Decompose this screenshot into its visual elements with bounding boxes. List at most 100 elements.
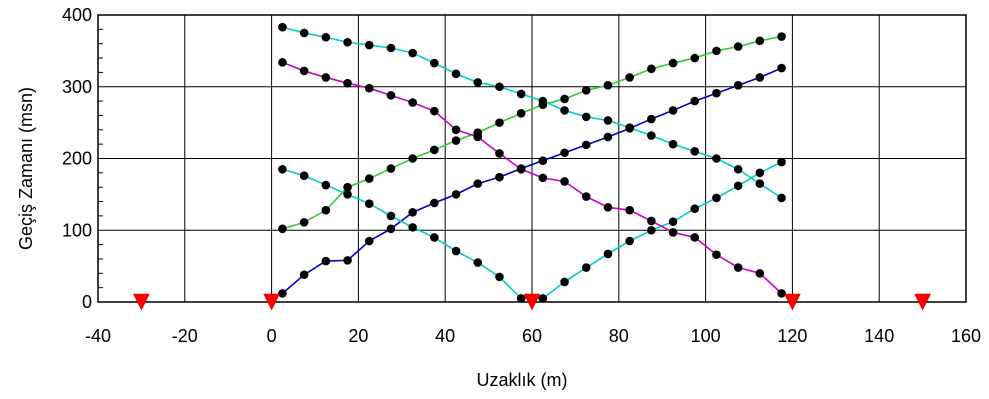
data-point — [560, 106, 569, 115]
data-point — [777, 32, 786, 41]
data-point — [538, 294, 548, 303]
data-point — [451, 69, 461, 79]
data-point — [647, 225, 656, 235]
data-point — [364, 236, 374, 246]
data-point — [386, 224, 396, 234]
data-point — [473, 132, 483, 142]
data-point — [495, 172, 504, 182]
data-point — [690, 53, 700, 63]
data-point — [733, 42, 743, 51]
y-axis-label: Geçiş Zamanı (msn) — [16, 87, 36, 250]
data-point — [668, 228, 678, 237]
data-point — [473, 179, 483, 188]
data-point — [278, 22, 287, 32]
data-point — [451, 136, 461, 145]
triangle-marker — [132, 293, 150, 311]
data-point — [386, 91, 396, 100]
data-point — [777, 157, 786, 167]
data-point — [733, 81, 743, 90]
data-point — [278, 289, 287, 298]
data-point — [690, 204, 700, 214]
data-point — [408, 98, 417, 107]
triangle-marker — [263, 293, 281, 311]
data-point — [386, 211, 396, 221]
x-tick-label: -20 — [172, 326, 198, 346]
y-tick-label: 200 — [62, 149, 92, 169]
data-point — [603, 202, 613, 212]
data-point — [647, 64, 656, 74]
data-point — [733, 181, 743, 191]
data-point — [647, 216, 656, 226]
data-point — [755, 36, 765, 46]
data-point — [473, 78, 483, 87]
data-point — [625, 236, 634, 246]
data-point — [538, 156, 548, 165]
data-point — [473, 258, 483, 267]
data-point — [343, 78, 352, 88]
data-point — [581, 263, 591, 272]
data-point — [495, 118, 504, 127]
data-point — [495, 82, 504, 92]
data-point — [299, 270, 309, 280]
data-point — [430, 58, 439, 68]
data-point — [560, 277, 569, 287]
triangle-marker — [914, 293, 932, 311]
data-point — [603, 249, 613, 259]
data-point — [690, 233, 700, 242]
data-point — [712, 250, 721, 259]
data-point — [538, 96, 548, 106]
data-point — [430, 198, 439, 208]
data-point — [430, 145, 439, 155]
data-point — [538, 173, 548, 183]
data-point — [343, 190, 352, 199]
data-point — [733, 263, 743, 272]
data-point — [625, 73, 634, 82]
data-point — [733, 164, 743, 174]
data-point — [516, 89, 526, 99]
data-point — [603, 81, 613, 90]
x-tick-label: -40 — [85, 326, 111, 346]
data-point — [278, 58, 287, 67]
x-tick-label: 40 — [435, 326, 455, 346]
data-point — [343, 182, 352, 192]
data-point — [625, 123, 634, 132]
data-point — [516, 294, 526, 303]
data-point — [581, 192, 591, 201]
x-tick-label: 160 — [951, 326, 981, 346]
data-point — [625, 205, 634, 215]
data-point — [668, 139, 678, 149]
y-tick-label: 400 — [62, 5, 92, 25]
data-point — [668, 106, 678, 115]
data-point — [495, 149, 504, 158]
data-point — [777, 193, 786, 203]
data-point — [755, 269, 765, 278]
data-point — [777, 289, 786, 298]
data-point — [755, 168, 765, 178]
data-point — [430, 106, 439, 116]
data-point — [451, 190, 461, 199]
data-point — [321, 180, 331, 190]
data-point — [278, 164, 287, 174]
data-point — [299, 28, 309, 38]
data-point — [668, 217, 678, 226]
x-tick-label: 60 — [522, 326, 542, 346]
data-point — [560, 177, 569, 186]
data-point — [755, 179, 765, 188]
data-point — [451, 246, 461, 256]
data-point — [408, 48, 417, 58]
x-tick-label: 0 — [267, 326, 277, 346]
triangle-marker — [523, 293, 541, 311]
x-tick-label: 20 — [348, 326, 368, 346]
data-point — [495, 272, 504, 282]
data-point — [603, 132, 613, 142]
data-point — [321, 205, 331, 215]
data-point — [321, 256, 331, 266]
data-point — [321, 73, 331, 82]
data-point — [560, 94, 569, 104]
data-point — [451, 125, 461, 135]
x-axis-label: Uzaklık (m) — [477, 370, 568, 390]
y-tick-label: 300 — [62, 77, 92, 97]
data-point — [668, 58, 678, 68]
data-point — [581, 112, 591, 122]
